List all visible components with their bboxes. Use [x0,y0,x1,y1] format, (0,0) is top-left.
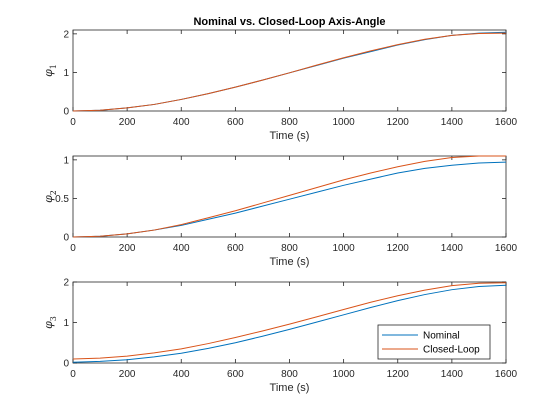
x-tick-label: 200 [119,243,136,254]
x-tick-label: 200 [119,369,136,380]
x-tick-label: 1400 [441,243,464,254]
x-tick-label: 600 [227,243,244,254]
x-tick-label: 1400 [441,369,464,380]
chart-title: Nominal vs. Closed-Loop Axis-Angle [193,16,385,28]
y-axis-label: φ1 [42,64,58,77]
y-tick-label: 2 [63,278,69,289]
x-axis-label: Time (s) [270,256,310,268]
axes-box [72,29,507,112]
x-tick-label: 1400 [441,117,464,128]
y-tick-label: 1 [63,318,69,329]
x-tick-label: 800 [281,369,298,380]
axes-box [72,155,507,238]
subplot-1: 0 200 400 600 800 1000 1200 1400 1600 0 1 2 Time (s)… [42,16,518,142]
y-tick-label: 2 [63,29,69,40]
x-tick-label: 1000 [333,243,356,254]
legend-box [377,324,491,360]
y-axis-label-subscript: 3 [49,316,58,321]
subplot-3: 0 200 400 600 800 1000 1200 1400 1600 0 1 2 Time (s)… [42,278,518,395]
x-axis-label: Time (s) [270,382,310,394]
y-axis-label: φ2 [42,190,58,203]
x-tick-label: 0 [70,369,76,380]
y-axis-label: φ3 [42,316,58,329]
y-axis-label-subscript: 2 [49,190,58,195]
x-tick-label: 1000 [333,117,356,128]
y-tick-label: 0.5 [55,194,69,205]
series-line-closed-loop [72,282,507,360]
y-tick-label: 0 [63,107,69,118]
x-tick-label: 600 [227,369,244,380]
subplot-2: 0 200 400 600 800 1000 1200 1400 1600 0 0.5 1 Time (… [42,155,518,268]
legend-entry: Nominal [423,331,460,342]
x-tick-label: 200 [119,117,136,128]
x-tick-label: 600 [227,117,244,128]
series-line-closed-loop [72,32,507,112]
x-tick-label: 1600 [495,117,518,128]
x-tick-label: 0 [70,117,76,128]
x-tick-label: 0 [70,243,76,254]
x-tick-label: 400 [173,369,190,380]
x-tick-label: 1000 [333,369,356,380]
x-tick-label: 1200 [387,243,410,254]
y-axis-label-symbol: φ [42,69,55,77]
legend: Nominal Closed-Loop [377,324,491,360]
y-tick-label: 0 [63,233,69,244]
y-tick-label: 1 [63,68,69,79]
series-line-closed-loop [72,155,506,238]
y-axis-label-symbol: φ [42,321,55,329]
x-tick-label: 1200 [387,369,410,380]
x-tick-label: 800 [281,243,298,254]
y-axis-label-symbol: φ [42,195,55,203]
y-axis-label-subscript: 1 [49,64,58,69]
x-tick-label: 1600 [495,243,518,254]
legend-entry: Closed-Loop [423,345,480,356]
y-tick-label: 0 [63,359,69,370]
x-tick-label: 400 [173,117,190,128]
x-tick-label: 800 [281,117,298,128]
y-tick-label: 1 [63,155,69,166]
x-axis-label: Time (s) [270,130,310,142]
series-line-nominal [72,284,507,363]
x-tick-label: 400 [173,243,190,254]
x-tick-label: 1600 [495,369,518,380]
x-tick-label: 1200 [387,117,410,128]
